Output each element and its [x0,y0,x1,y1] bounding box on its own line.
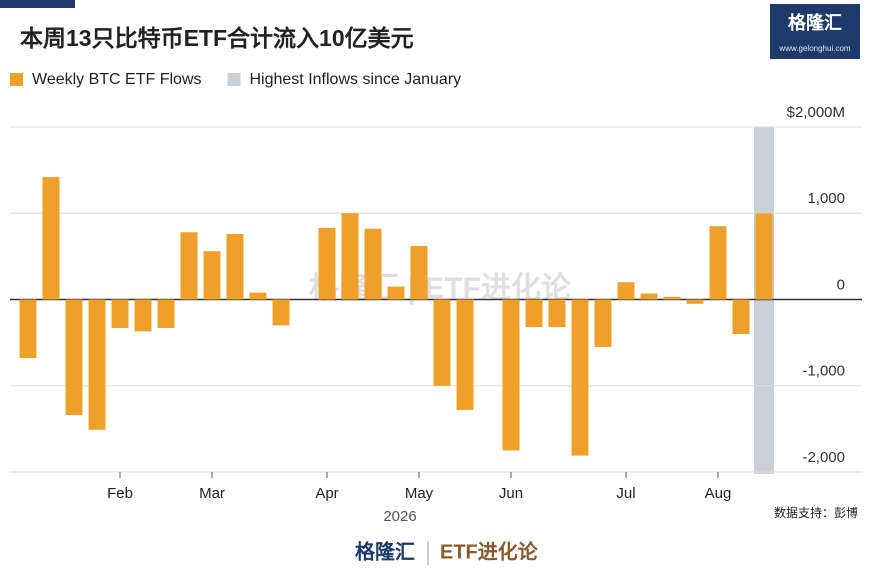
x-tick-label: Mar [199,485,225,502]
bar [341,213,359,300]
bar [548,299,566,328]
bar [433,299,451,386]
chart-title: 本周13只比特币ETF合计流入10亿美元 [20,25,414,51]
highlight-band [754,127,774,474]
y-tick-label: -2,000 [802,449,845,466]
x-tick-label: Jun [499,485,523,502]
legend-swatch [10,73,23,86]
bar [19,299,37,359]
y-tick-label: $2,000M [787,104,845,121]
x-tick-label: Aug [705,485,732,502]
bar [456,299,474,410]
footer-column: ETF进化论 [440,539,539,563]
y-tick-label: 0 [837,276,845,293]
source: 数据支持：彭博 [774,505,858,520]
logo-text: 格隆汇 [788,12,842,33]
legend-swatch [227,73,241,86]
bar [755,213,773,300]
footer-brand: 格隆汇 [355,539,415,563]
legend-label: Highest Inflows since January [250,71,462,88]
legend-label: Weekly BTC ETF Flows [32,71,202,88]
bar [226,233,244,300]
x-tick-label: Apr [315,485,338,502]
corner-strip [0,0,75,8]
bar [364,228,382,300]
bar [502,299,520,451]
bar [617,282,635,300]
bar [640,293,658,300]
x-tick-label: Feb [107,485,133,502]
bar [663,296,681,300]
bar [594,299,612,347]
bar [111,299,129,328]
bar [157,299,175,328]
bar [42,177,60,300]
bar [318,227,336,300]
bar [272,299,290,326]
bar [410,246,428,300]
bar [203,251,221,300]
bar [180,232,198,300]
y-tick-label: 1,000 [807,190,845,207]
bar [88,299,106,430]
x-axis-label: 2026 [383,508,416,525]
bar [134,299,152,332]
bar [709,226,727,300]
y-tick-label: -1,000 [802,363,845,380]
logo-box [770,4,860,59]
bar [65,299,83,416]
bar [732,299,750,334]
x-tick-label: Jul [616,485,635,502]
bar [387,286,405,300]
bar [249,292,267,300]
bar [571,299,589,456]
bar [686,299,704,304]
x-tick-label: May [405,485,434,502]
bar [525,299,543,328]
logo-url: www.gelonghui.com [778,44,850,53]
